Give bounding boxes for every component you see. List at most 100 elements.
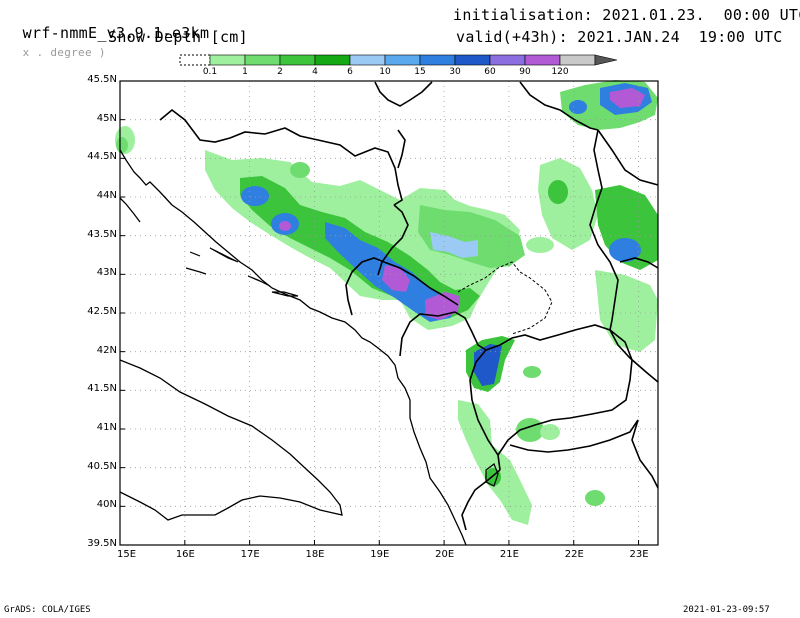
colorbar-swatch [384, 54, 421, 66]
lat-label: 42.5N [87, 306, 117, 317]
snow-depth-layer [115, 80, 658, 525]
lon-label: 18E [305, 549, 325, 560]
model-name: wrf-nmmE_v3.9.1-e3km x . degree ) [4, 6, 209, 60]
border-macedonia-bulgaria [609, 329, 659, 383]
colorbar-label: 2 [277, 67, 283, 77]
lon-label: 16E [175, 549, 195, 560]
border-serbia-romania [519, 81, 599, 131]
colorbar-label: 1 [242, 67, 248, 77]
colorbar-swatch [349, 54, 386, 66]
border-albania-macedonia [469, 349, 501, 471]
lat-label: 43.5N [87, 228, 117, 240]
field-title: Snow Depth [cm] [108, 28, 248, 46]
border-greece-macedonia [509, 419, 639, 453]
snow-region-romania-small [569, 100, 587, 114]
valid-time: valid(+43h): 2021.JAN.24 19:00 UTC [456, 28, 783, 46]
colorbar-label: 6 [347, 67, 353, 77]
snow-region-bosnia-blob-a [241, 186, 269, 206]
lat-label: 41.5N [87, 383, 117, 395]
lat-label: 43N [96, 267, 117, 279]
lat-label: 44N [96, 190, 117, 201]
border-montenegro-serbia [383, 261, 459, 306]
snow-region-croatia-west-core [116, 137, 128, 153]
snow-region-romania-banat-peak [610, 88, 645, 108]
lon-label: 15E [117, 549, 137, 560]
snow-region-serbia-small [526, 237, 554, 253]
snow-region-bulgaria-central [595, 270, 658, 352]
snow-region-bulgaria-nw-core [609, 238, 641, 262]
border-montenegro-albania [399, 311, 456, 357]
island-korcula [271, 291, 299, 297]
colorbar-label: 60 [484, 67, 496, 77]
colorbar-label: 15 [414, 67, 426, 77]
colorbar-label: 90 [519, 67, 531, 77]
snow-region-south-albania [458, 400, 532, 525]
model-grid-note: x . degree ) [22, 46, 106, 59]
colorbar-swatch [454, 54, 491, 66]
lat-label: 40.5N [87, 460, 117, 472]
lon-label: 20E [435, 549, 455, 560]
lat-label: 41N [96, 422, 117, 433]
lon-label: 21E [499, 549, 519, 560]
border-greece-bulgaria [631, 419, 659, 489]
snow-region-sar-mountains-core [474, 344, 502, 386]
border-albania-kosovo [454, 311, 487, 351]
axis-ticks [119, 80, 640, 546]
colorbar-overflow-triangle [594, 54, 618, 66]
lake-ohrid [485, 463, 499, 487]
lat-label: 45.5N [87, 74, 117, 85]
footer-timestamp: 2021-01-23-09:57 [683, 605, 770, 615]
island-hvar [247, 275, 271, 287]
lon-label: 22E [564, 549, 584, 560]
colorbar-swatch [279, 54, 316, 66]
colorbar [179, 54, 618, 66]
colorbar-swatch [244, 54, 281, 66]
lat-label: 42N [96, 344, 117, 356]
footer-credit: GrADS: COLA/IGES [4, 605, 91, 615]
snow-region-serbia-east [538, 158, 598, 250]
lat-lon-grid [120, 81, 658, 545]
snow-region-pirin [585, 490, 605, 506]
colorbar-label: 0.1 [202, 67, 218, 77]
colorbar-swatch [314, 54, 351, 66]
colorbar-label: 4 [312, 67, 318, 77]
lat-label: 40N [96, 499, 117, 511]
lon-label: 19E [370, 549, 390, 560]
snow-region-serbia-east-core [548, 180, 568, 204]
colorbar-swatch [209, 54, 246, 66]
colorbar-label: 10 [379, 67, 391, 77]
colorbar-label: 30 [449, 67, 461, 77]
snow-region-kosovo-west-core [430, 232, 478, 258]
border-bulgaria-romania-danube [597, 129, 659, 186]
coastline-croatia-north [119, 197, 141, 223]
border-croatia-serbia [397, 129, 406, 169]
island-vis [189, 251, 201, 257]
snow-region-kosovo-west [418, 205, 525, 268]
lat-label: 45N [96, 112, 117, 124]
colorbar-swatch [419, 54, 456, 66]
snow-region-macedonia-east [540, 424, 560, 440]
lat-label: 44.5N [87, 151, 117, 163]
coastline-adriatic [119, 149, 467, 546]
colorbar-swatch-below-min [179, 54, 211, 66]
snow-region-rila [523, 366, 541, 378]
coastlines-borders [119, 81, 659, 546]
snow-region-montenegro-peak [382, 265, 410, 292]
border-hungary-croatia [374, 81, 433, 107]
border-serbia-kosovo [457, 261, 553, 335]
snow-region-bosnia-blob-c [279, 221, 291, 231]
border-albania-greece [461, 469, 501, 531]
border-croatia-bosnia [159, 108, 403, 206]
island-mljet [185, 267, 207, 275]
colorbar-swatch [489, 54, 526, 66]
coastline-italy [119, 359, 343, 521]
lat-label: 39.5N [87, 538, 117, 549]
border-bosnia-montenegro [345, 257, 385, 316]
model-prefix: wrf-nmmE_v3.9.1-e3km [22, 24, 210, 42]
snow-region-vojvodina [290, 162, 310, 178]
colorbar-swatch [559, 54, 596, 66]
colorbar-label: 120 [551, 67, 569, 77]
colorbar-swatch [524, 54, 561, 66]
lon-label: 23E [629, 549, 649, 560]
